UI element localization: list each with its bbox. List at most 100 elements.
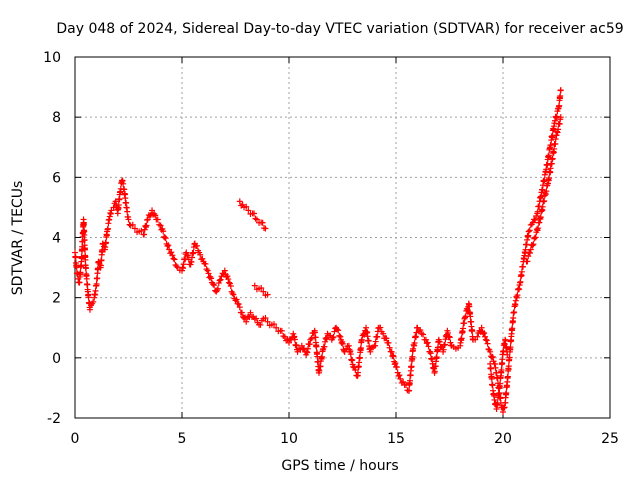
data-point <box>103 239 110 246</box>
data-point <box>489 353 496 360</box>
data-point <box>251 210 258 217</box>
data-point <box>498 366 505 373</box>
data-point <box>356 354 363 361</box>
data-point <box>236 304 243 311</box>
data-point <box>517 278 524 285</box>
x-tick-label: 0 <box>71 431 80 447</box>
data-point <box>406 387 413 394</box>
data-point <box>243 203 250 210</box>
x-tick-label: 10 <box>280 431 298 447</box>
data-point <box>92 287 99 294</box>
data-point <box>341 348 348 355</box>
data-point <box>502 399 509 406</box>
data-point <box>503 389 510 396</box>
data-point <box>388 348 395 355</box>
data-point <box>393 364 400 371</box>
data-point <box>458 335 465 342</box>
data-point <box>280 333 287 340</box>
data-point <box>303 348 310 355</box>
data-point <box>211 282 218 289</box>
data-point <box>82 256 89 263</box>
data-point <box>557 92 564 99</box>
axis-ticks: 0 5 10 15 20 25 -2 0 2 4 6 8 10 <box>43 50 619 447</box>
data-point <box>545 152 552 159</box>
data-point <box>271 321 278 328</box>
data-point <box>481 329 488 336</box>
data-point <box>226 279 233 286</box>
data-point <box>355 369 362 376</box>
data-point <box>524 258 531 265</box>
data-point <box>549 155 556 162</box>
data-point <box>397 375 404 382</box>
data-point <box>330 334 337 341</box>
data-point <box>487 365 494 372</box>
data-point <box>365 337 372 344</box>
data-point <box>98 257 105 264</box>
data-point <box>533 226 540 233</box>
data-point <box>474 333 481 340</box>
data-point <box>319 353 326 360</box>
data-point <box>168 249 175 256</box>
data-point <box>253 216 260 223</box>
data-point <box>227 283 234 290</box>
data-point <box>164 243 171 250</box>
data-point <box>144 216 151 223</box>
y-tick-label: 2 <box>52 291 61 307</box>
data-point <box>389 352 396 359</box>
data-point <box>129 221 136 228</box>
data-point <box>483 337 490 344</box>
data-point <box>532 217 539 224</box>
data-point <box>336 332 343 339</box>
data-point <box>162 235 169 242</box>
data-point <box>93 280 100 287</box>
data-point <box>555 126 562 133</box>
data-point <box>541 198 548 205</box>
data-point <box>357 344 364 351</box>
x-tick-label: 25 <box>601 431 619 447</box>
data-point <box>77 269 84 276</box>
data-point <box>525 253 532 260</box>
data-point <box>427 350 434 357</box>
data-point <box>529 242 536 249</box>
data-point <box>551 117 558 124</box>
data-point <box>235 301 242 308</box>
data-point <box>257 321 264 328</box>
data-point <box>406 377 413 384</box>
data-point <box>76 279 83 286</box>
data-point <box>504 373 511 380</box>
data-point <box>337 333 344 340</box>
data-point <box>532 234 539 241</box>
data-point <box>190 249 197 256</box>
x-tick-label: 5 <box>178 431 187 447</box>
data-point <box>230 291 237 298</box>
data-point <box>232 297 239 304</box>
data-point <box>224 273 231 280</box>
data-point <box>252 215 259 222</box>
y-axis-label: SDTVAR / TECUs <box>10 181 26 296</box>
data-point <box>380 330 387 337</box>
data-point <box>199 255 206 262</box>
data-point <box>210 281 217 288</box>
data-point <box>335 327 342 334</box>
y-tick-label: 8 <box>52 110 61 126</box>
data-point <box>273 324 280 331</box>
data-point <box>420 331 427 338</box>
data-point <box>216 277 223 284</box>
data-point <box>104 225 111 232</box>
data-point <box>312 334 319 341</box>
data-point <box>115 202 122 209</box>
data-point <box>480 330 487 337</box>
data-point <box>202 260 209 267</box>
data-point <box>258 285 265 292</box>
data-point <box>72 254 79 261</box>
data-point <box>214 285 221 292</box>
data-point <box>339 340 346 347</box>
data-point <box>291 336 298 343</box>
data-point <box>138 227 145 234</box>
data-point <box>304 345 311 352</box>
data-point <box>484 340 491 347</box>
data-point <box>205 270 212 277</box>
data-point <box>386 344 393 351</box>
data-point <box>460 325 467 332</box>
data-point <box>505 363 512 370</box>
